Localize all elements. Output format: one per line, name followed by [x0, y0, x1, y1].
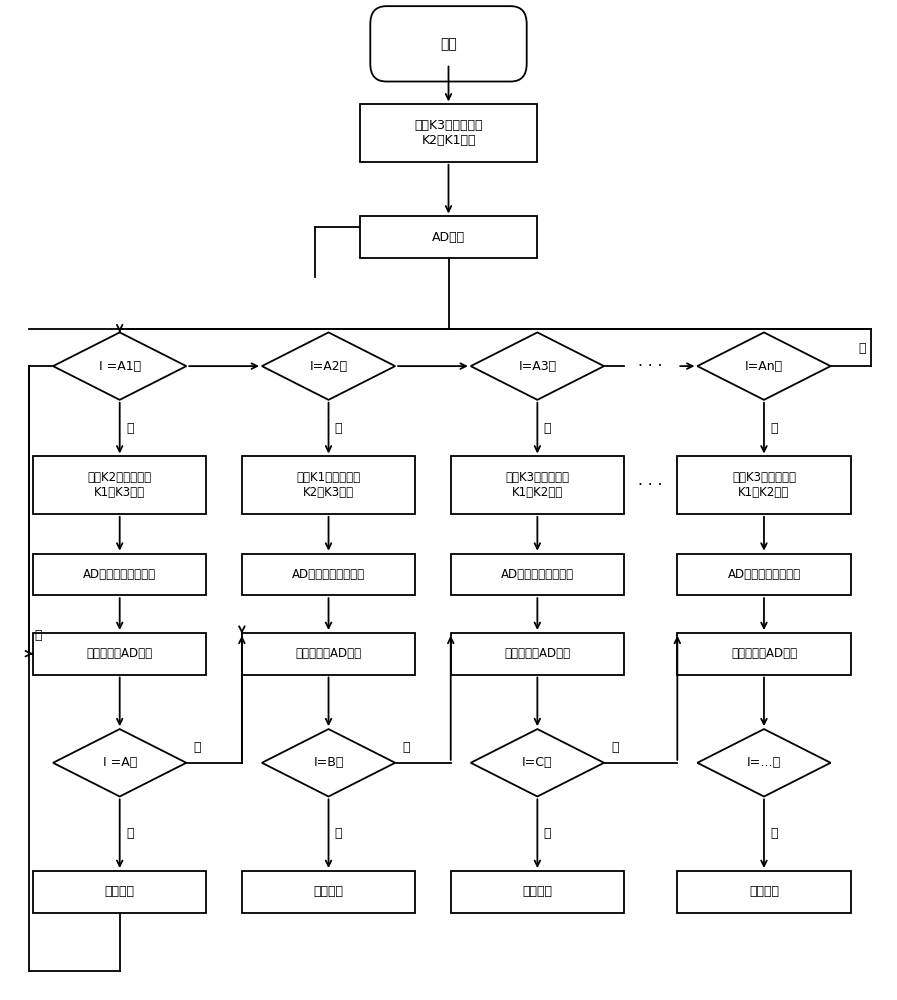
- FancyBboxPatch shape: [33, 871, 206, 913]
- Text: AD采集重新读取数值: AD采集重新读取数值: [292, 568, 365, 581]
- Text: 开始: 开始: [440, 37, 457, 51]
- Text: 读取数值: 读取数值: [749, 885, 779, 898]
- Text: I =A1？: I =A1？: [99, 360, 141, 373]
- Text: I =A？: I =A？: [102, 756, 137, 769]
- FancyBboxPatch shape: [677, 554, 850, 595]
- Text: 是: 是: [544, 827, 551, 840]
- Text: 开关K1闭合，开关
K2、K3断开: 开关K1闭合，开关 K2、K3断开: [297, 471, 361, 499]
- Text: I=B？: I=B？: [313, 756, 344, 769]
- FancyBboxPatch shape: [677, 456, 850, 514]
- Polygon shape: [53, 729, 187, 797]
- FancyBboxPatch shape: [450, 633, 624, 675]
- Polygon shape: [262, 729, 396, 797]
- Text: 开启下一次AD采集: 开启下一次AD采集: [295, 647, 361, 660]
- FancyBboxPatch shape: [370, 6, 527, 82]
- Text: AD采集重新读取数值: AD采集重新读取数值: [83, 568, 156, 581]
- Text: AD采集重新读取数值: AD采集重新读取数值: [727, 568, 800, 581]
- FancyBboxPatch shape: [242, 456, 415, 514]
- Text: 读取数值: 读取数值: [522, 885, 553, 898]
- FancyBboxPatch shape: [360, 104, 537, 162]
- Text: 是: 是: [335, 827, 343, 840]
- Polygon shape: [697, 332, 831, 400]
- Polygon shape: [53, 332, 187, 400]
- Text: 开启下一次AD采集: 开启下一次AD采集: [87, 647, 152, 660]
- FancyBboxPatch shape: [450, 554, 624, 595]
- Text: I=…？: I=…？: [747, 756, 781, 769]
- Polygon shape: [471, 332, 604, 400]
- Text: 否: 否: [402, 741, 410, 754]
- Text: 开关K3闭合，开关
K1、K2断开: 开关K3闭合，开关 K1、K2断开: [732, 471, 796, 499]
- Text: · · ·: · · ·: [639, 478, 663, 493]
- FancyBboxPatch shape: [677, 871, 850, 913]
- Text: 读取数值: 读取数值: [105, 885, 135, 898]
- Text: I=A2？: I=A2？: [309, 360, 348, 373]
- Text: 读取数值: 读取数值: [314, 885, 344, 898]
- Text: I=An？: I=An？: [745, 360, 783, 373]
- Text: 是: 是: [126, 422, 134, 435]
- Polygon shape: [262, 332, 396, 400]
- Text: I=C？: I=C？: [522, 756, 553, 769]
- Polygon shape: [471, 729, 604, 797]
- Text: · · ·: · · ·: [639, 359, 663, 374]
- FancyBboxPatch shape: [677, 633, 850, 675]
- Text: 否: 否: [858, 342, 867, 355]
- FancyBboxPatch shape: [33, 456, 206, 514]
- FancyBboxPatch shape: [450, 871, 624, 913]
- Text: 开关K2闭合，开关
K1、K3断开: 开关K2闭合，开关 K1、K3断开: [88, 471, 152, 499]
- FancyBboxPatch shape: [450, 456, 624, 514]
- Text: 开关K3闭合，开关
K1、K2断开: 开关K3闭合，开关 K1、K2断开: [505, 471, 570, 499]
- Text: 否: 否: [34, 629, 42, 642]
- Text: 开启下一次AD采集: 开启下一次AD采集: [731, 647, 797, 660]
- Text: AD采集: AD采集: [432, 231, 465, 244]
- FancyBboxPatch shape: [242, 871, 415, 913]
- FancyBboxPatch shape: [360, 216, 537, 258]
- Polygon shape: [697, 729, 831, 797]
- Text: 是: 是: [126, 827, 134, 840]
- Text: 是: 是: [335, 422, 343, 435]
- FancyBboxPatch shape: [33, 633, 206, 675]
- FancyBboxPatch shape: [242, 633, 415, 675]
- Text: 是: 是: [771, 422, 778, 435]
- Text: 开关K3闭合，开关
K2、K1断开: 开关K3闭合，开关 K2、K1断开: [414, 119, 483, 147]
- Text: I=A3？: I=A3？: [518, 360, 556, 373]
- Text: 是: 是: [544, 422, 551, 435]
- FancyBboxPatch shape: [33, 554, 206, 595]
- Text: AD采集重新读取数值: AD采集重新读取数值: [501, 568, 574, 581]
- Text: 开启下一次AD采集: 开启下一次AD采集: [504, 647, 570, 660]
- FancyBboxPatch shape: [242, 554, 415, 595]
- Text: 否: 否: [194, 741, 201, 754]
- Text: 是: 是: [771, 827, 778, 840]
- Text: 否: 否: [611, 741, 619, 754]
